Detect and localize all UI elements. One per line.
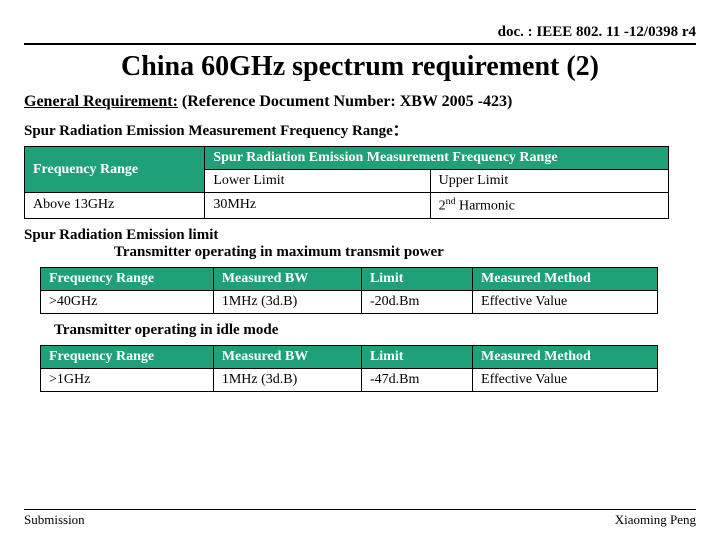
th-method-3: Measured Method <box>473 345 658 368</box>
td-lower: 30MHz <box>205 193 430 219</box>
idle-mode-label: Transmitter operating in idle mode <box>54 322 696 339</box>
td-limit-3: -47d.Bm <box>361 368 472 391</box>
footer-submission: Submission <box>24 512 85 528</box>
footer-author: Xiaoming Peng <box>615 512 696 528</box>
th-measured-bw-2: Measured BW <box>213 267 361 290</box>
td-bw-2: 1MHz (3d.B) <box>213 290 361 313</box>
general-req-label: General Requirement: <box>24 93 178 110</box>
th-freq-range: Frequency Range <box>25 147 205 193</box>
td-freq-2: >40GHz <box>41 290 214 313</box>
table-idle-mode: Frequency Range Measured BW Limit Measur… <box>40 345 658 392</box>
th-freq-range-3: Frequency Range <box>41 345 214 368</box>
th-freq-range-2: Frequency Range <box>41 267 214 290</box>
max-power-label: Transmitter operating in maximum transmi… <box>114 244 696 261</box>
spur-range-label: Spur Radiation Emission Measurement Freq… <box>24 119 696 140</box>
th-limit-2: Limit <box>361 267 472 290</box>
td-upper: 2nd Harmonic <box>430 193 668 219</box>
doc-id: doc. : IEEE 802. 11 -12/0398 r4 <box>24 24 696 45</box>
th-limit-3: Limit <box>361 345 472 368</box>
footer: Submission Xiaoming Peng <box>24 509 696 528</box>
table-max-power: Frequency Range Measured BW Limit Measur… <box>40 267 658 314</box>
general-req-text: (Reference Document Number: XBW 2005 -42… <box>178 93 512 110</box>
th-spur-span: Spur Radiation Emission Measurement Freq… <box>205 147 669 170</box>
th-upper-limit: Upper Limit <box>430 170 668 193</box>
td-freq: Above 13GHz <box>25 193 205 219</box>
th-lower-limit: Lower Limit <box>205 170 430 193</box>
emission-limit-label: Spur Radiation Emission limit <box>24 227 696 244</box>
td-freq-3: >1GHz <box>41 368 214 391</box>
td-method-2: Effective Value <box>473 290 658 313</box>
page-title: China 60GHz spectrum requirement (2) <box>24 51 696 83</box>
th-method-2: Measured Method <box>473 267 658 290</box>
th-measured-bw-3: Measured BW <box>213 345 361 368</box>
td-bw-3: 1MHz (3d.B) <box>213 368 361 391</box>
td-limit-2: -20d.Bm <box>361 290 472 313</box>
general-requirement: General Requirement: (Reference Document… <box>24 93 696 111</box>
td-method-3: Effective Value <box>473 368 658 391</box>
table-spur-range: Frequency Range Spur Radiation Emission … <box>24 146 669 219</box>
